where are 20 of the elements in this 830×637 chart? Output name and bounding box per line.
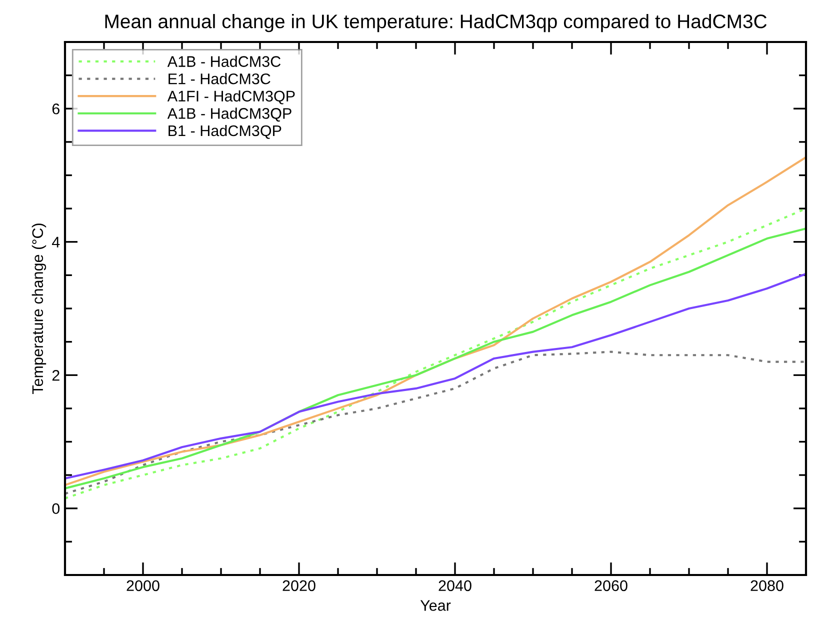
y-tick-label: 6: [52, 103, 60, 114]
y-tick-label: 4: [52, 236, 60, 248]
x-axis-title: Year: [420, 600, 451, 611]
x-tick-label: 2020: [282, 580, 316, 592]
chart-title: Mean annual change in UK temperature: HadCM3qp compared to HadCM3C: [105, 14, 767, 32]
legend-label: A1FI - HadCM3QP: [167, 90, 295, 104]
line-series: [65, 350, 806, 495]
y-axis-title: Temperature change (°C): [32, 224, 46, 394]
legend-label: A1B - HadCM3QP: [167, 108, 292, 122]
line-series: [65, 272, 806, 480]
x-tick-label: 2080: [750, 580, 784, 592]
line-series: [65, 156, 806, 486]
x-tick-label: 2000: [126, 580, 160, 592]
legend-label: B1 - HadCM3QP: [168, 124, 282, 139]
legend-label: E1 - HadCM3C: [168, 73, 270, 84]
x-tick-label: 2060: [594, 580, 628, 592]
legend-label: A1B - HadCM3C: [167, 56, 281, 67]
x-tick-label: 2040: [438, 580, 472, 592]
y-tick-label: 2: [52, 370, 60, 381]
y-tick-label: 0: [52, 503, 60, 514]
